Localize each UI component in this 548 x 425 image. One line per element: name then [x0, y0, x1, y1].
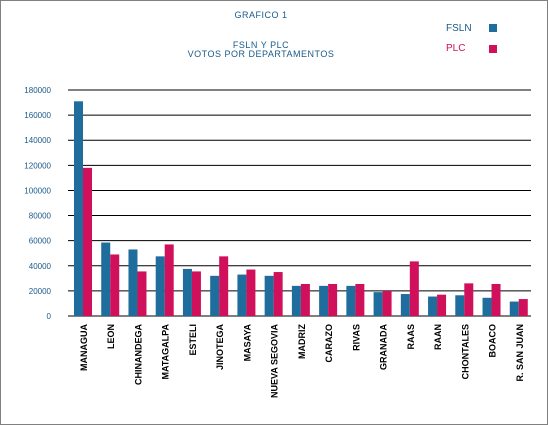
chart-subtitle-line-1: FSLN Y PLC — [232, 40, 290, 50]
bar-fsln — [155, 256, 165, 316]
y-tick-label: 0 — [47, 312, 52, 321]
bar-plc — [164, 244, 174, 316]
legend-swatch-plc — [489, 45, 497, 53]
bar-plc — [110, 254, 120, 316]
bar-fsln — [346, 285, 356, 316]
bar-fsln — [482, 297, 492, 316]
bar-plc — [246, 269, 256, 316]
category-label: RAAS — [406, 324, 416, 350]
chart-title: GRAFICO 1 — [234, 10, 288, 20]
bar-fsln — [128, 249, 138, 316]
y-tick-label: 100000 — [24, 186, 51, 195]
category-label: JINOTEGA — [215, 324, 225, 371]
y-tick-label: 20000 — [29, 287, 52, 296]
bar-plc — [491, 283, 501, 316]
category-label: MANAGUA — [79, 324, 89, 371]
category-label: NUEVA SEGOVIA — [270, 324, 280, 399]
bar-plc — [83, 167, 92, 316]
legend-label-fsln: FSLN — [446, 23, 472, 34]
y-tick-label: 120000 — [24, 161, 51, 170]
legend-swatch-fsln — [489, 24, 497, 32]
y-tick-label: 60000 — [29, 237, 52, 246]
category-label: BOACO — [488, 324, 498, 358]
bar-fsln — [182, 268, 192, 316]
y-tick-label: 40000 — [29, 262, 52, 271]
category-label: CHONTALES — [460, 324, 470, 379]
y-tick-label: 140000 — [24, 136, 51, 145]
y-tick-label: 180000 — [24, 86, 51, 95]
bar-plc — [300, 283, 310, 316]
bar-fsln — [400, 294, 410, 316]
category-label: R. SAN JUAN — [515, 324, 525, 382]
bar-fsln — [428, 296, 438, 316]
bar-fsln — [101, 242, 111, 316]
bar-plc — [191, 271, 201, 316]
bar-fsln — [509, 301, 519, 316]
category-label: CARAZO — [324, 324, 334, 363]
bar-plc — [273, 272, 283, 316]
bar-fsln — [210, 275, 220, 316]
bar-plc — [464, 283, 474, 316]
y-tick-label: 160000 — [24, 111, 51, 120]
category-label: MADRIZ — [297, 324, 307, 359]
category-label: RAAN — [433, 324, 443, 350]
bar-plc — [355, 283, 365, 316]
category-label: MATAGALPA — [161, 324, 171, 380]
bar-plc — [219, 256, 229, 316]
bar-plc — [518, 299, 528, 316]
bar-plc — [437, 294, 447, 316]
bar-fsln — [264, 275, 274, 316]
bar-plc — [409, 261, 419, 316]
category-label: GRANADA — [379, 324, 389, 370]
bar-plc — [382, 290, 392, 316]
bar-plc — [137, 271, 147, 316]
bar-fsln — [74, 101, 83, 316]
category-label: CHINANDEGA — [133, 324, 143, 386]
bar-plc — [328, 283, 338, 316]
category-label: ESTELI — [188, 324, 198, 356]
bar-fsln — [291, 285, 301, 316]
bar-fsln — [373, 292, 383, 316]
bar-fsln — [237, 274, 247, 316]
chart-subtitle-line-2: VOTOS POR DEPARTAMENTOS — [187, 49, 335, 59]
category-label: MASAYA — [242, 324, 252, 362]
y-tick-label: 80000 — [29, 212, 52, 221]
bar-fsln — [455, 295, 465, 316]
category-label: RIVAS — [351, 324, 361, 351]
legend-label-plc: PLC — [446, 43, 466, 54]
bar-fsln — [319, 285, 329, 316]
category-label: LEON — [106, 324, 116, 349]
